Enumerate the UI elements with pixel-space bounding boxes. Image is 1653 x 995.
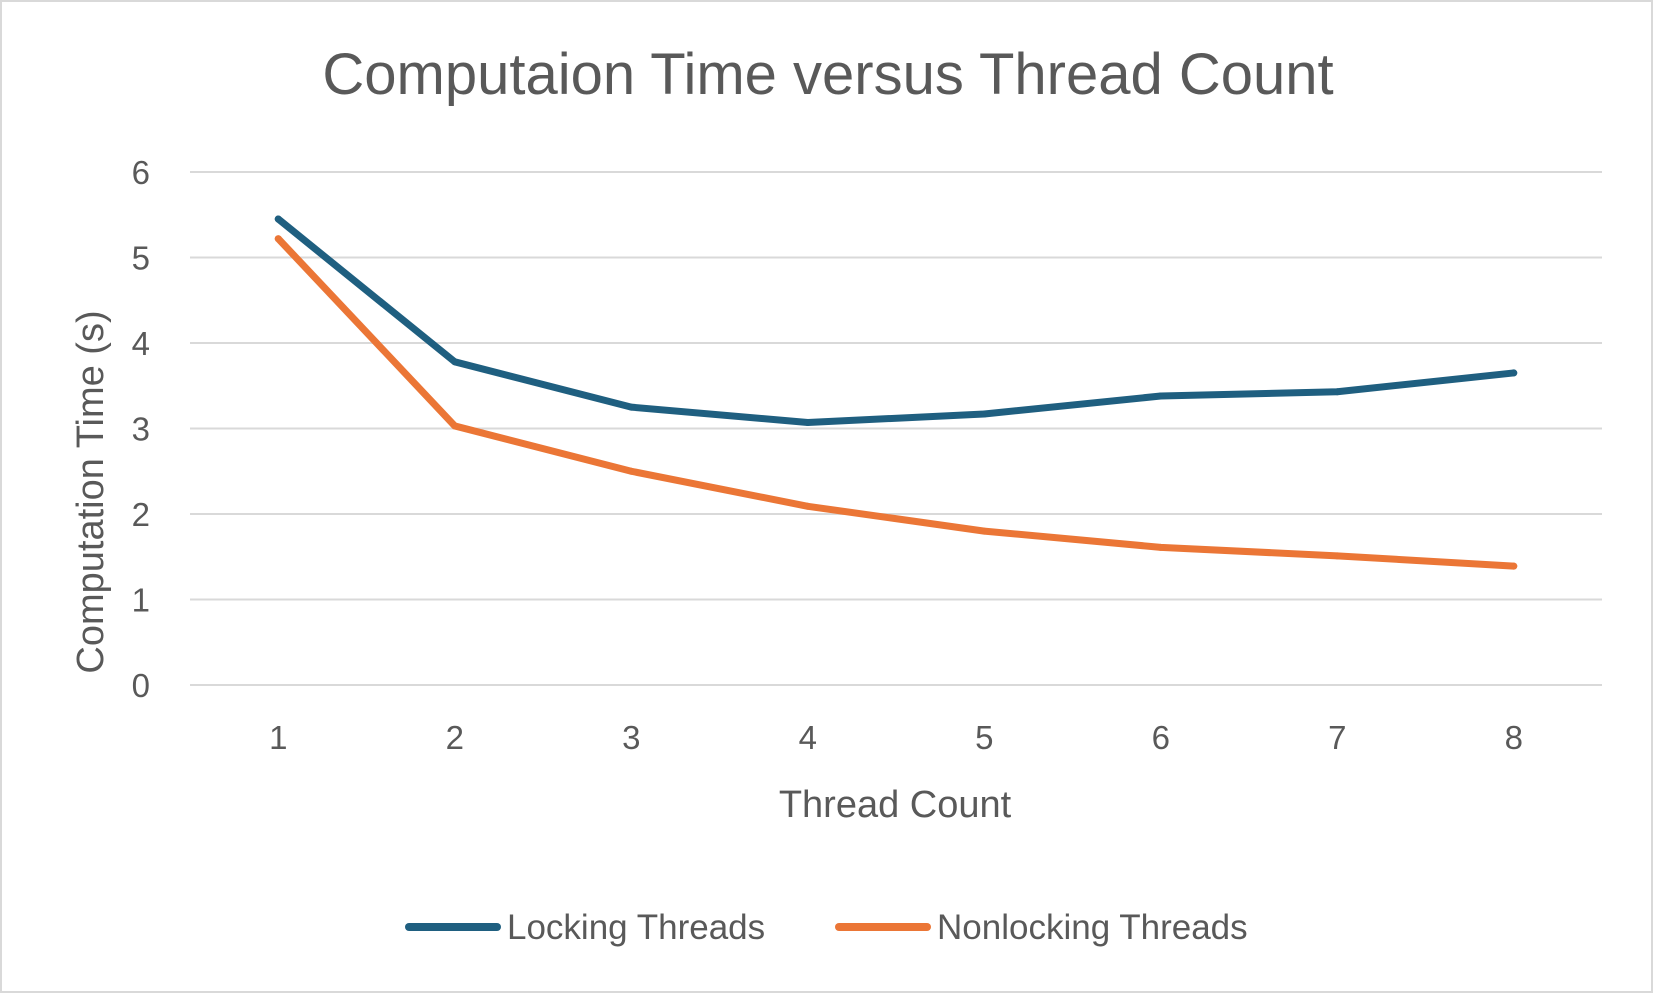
legend: Locking Threads Nonlocking Threads — [405, 908, 1248, 947]
series-line-2 — [274, 235, 1518, 570]
data-point — [451, 358, 459, 366]
data-point — [1157, 392, 1165, 400]
y-tick-label: 6 — [132, 154, 150, 191]
x-axis-title: Thread Count — [779, 784, 1012, 826]
data-point — [980, 527, 988, 535]
legend-label: Nonlocking Threads — [937, 908, 1248, 947]
x-tick-label: 1 — [269, 719, 287, 756]
gridlines — [190, 171, 1602, 686]
x-tick-label: 7 — [1328, 719, 1346, 756]
x-tick-label: 2 — [446, 719, 464, 756]
x-tick-label: 6 — [1152, 719, 1170, 756]
chart-title: Computaion Time versus Thread Count — [322, 42, 1333, 107]
x-tick-label: 5 — [975, 719, 993, 756]
data-point — [1510, 369, 1518, 377]
y-tick-label: 0 — [132, 667, 150, 704]
legend-label: Locking Threads — [507, 908, 765, 947]
data-point — [1333, 388, 1341, 396]
y-tick-label: 4 — [132, 325, 150, 362]
data-point — [274, 235, 282, 243]
x-axis-tick-labels: 1 2 3 4 5 6 7 8 — [269, 719, 1523, 756]
series-lines — [274, 215, 1518, 570]
legend-item-1: Locking Threads — [405, 908, 765, 947]
data-point — [804, 502, 812, 510]
y-tick-label: 5 — [132, 240, 150, 277]
y-tick-label: 3 — [132, 411, 150, 448]
data-point — [1510, 562, 1518, 570]
x-tick-label: 3 — [622, 719, 640, 756]
y-axis-tick-labels: 0 1 2 3 4 5 6 — [132, 154, 150, 704]
y-axis-title: Computation Time (s) — [70, 310, 112, 673]
series-line-1 — [274, 215, 1518, 427]
x-tick-label: 8 — [1505, 719, 1523, 756]
data-point — [1157, 543, 1165, 551]
data-point — [1333, 552, 1341, 560]
data-point — [451, 422, 459, 430]
data-point — [804, 419, 812, 427]
y-tick-label: 2 — [132, 496, 150, 533]
legend-item-2: Nonlocking Threads — [835, 908, 1248, 947]
data-point — [627, 467, 635, 475]
data-point — [274, 215, 282, 223]
x-tick-label: 4 — [799, 719, 817, 756]
data-point — [980, 410, 988, 418]
data-point — [627, 403, 635, 411]
y-tick-label: 1 — [132, 582, 150, 619]
